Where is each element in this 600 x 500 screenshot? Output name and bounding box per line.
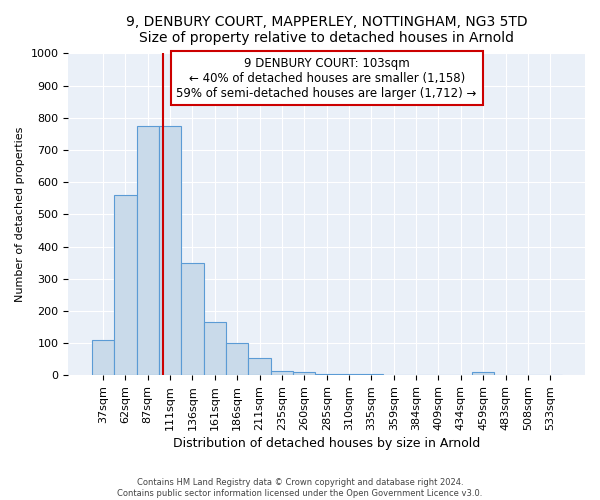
Bar: [159, 126, 181, 376]
Bar: [338, 374, 360, 376]
Bar: [137, 126, 159, 376]
Bar: [114, 195, 137, 376]
Bar: [316, 374, 338, 376]
Bar: [181, 262, 203, 376]
Y-axis label: Number of detached properties: Number of detached properties: [15, 126, 25, 302]
X-axis label: Distribution of detached houses by size in Arnold: Distribution of detached houses by size …: [173, 437, 480, 450]
Text: Contains HM Land Registry data © Crown copyright and database right 2024.
Contai: Contains HM Land Registry data © Crown c…: [118, 478, 482, 498]
Bar: [360, 374, 383, 376]
Bar: [271, 370, 293, 376]
Bar: [226, 343, 248, 376]
Title: 9, DENBURY COURT, MAPPERLEY, NOTTINGHAM, NG3 5TD
Size of property relative to de: 9, DENBURY COURT, MAPPERLEY, NOTTINGHAM,…: [126, 15, 527, 45]
Bar: [293, 372, 316, 376]
Bar: [92, 340, 114, 376]
Bar: [203, 322, 226, 376]
Bar: [248, 358, 271, 376]
Text: 9 DENBURY COURT: 103sqm
← 40% of detached houses are smaller (1,158)
59% of semi: 9 DENBURY COURT: 103sqm ← 40% of detache…: [176, 56, 477, 100]
Bar: [472, 372, 494, 376]
